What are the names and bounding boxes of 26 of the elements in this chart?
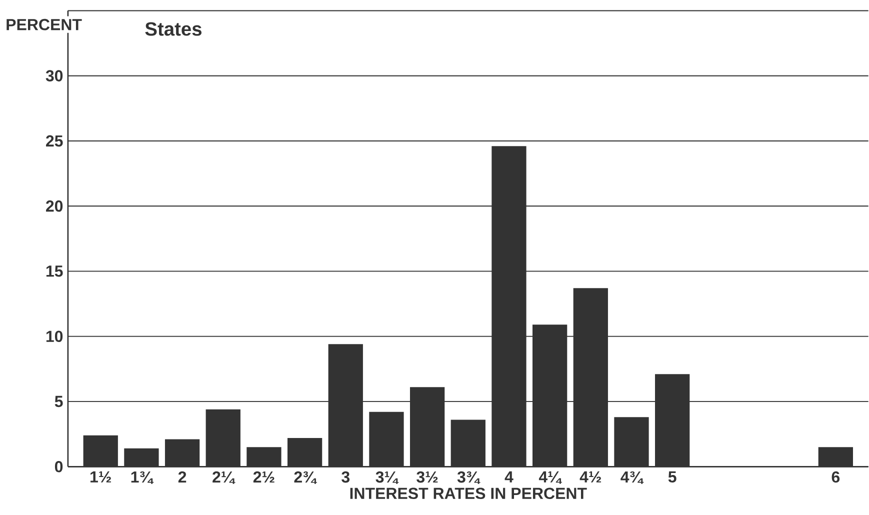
x-axis-title: INTEREST RATES IN PERCENT	[350, 488, 587, 500]
y-tick-label: 15	[46, 266, 63, 277]
y-tick-label: 5	[54, 396, 63, 408]
x-tick-label: 2½	[253, 472, 274, 483]
x-tick-label: 6	[832, 472, 840, 483]
x-tick-label: 2¾	[294, 472, 317, 484]
x-tick-label: 3¼	[376, 472, 399, 484]
x-tick-label: 3½	[416, 472, 438, 483]
y-axis-title: PERCENT	[6, 19, 82, 30]
chart-title: States	[145, 22, 202, 36]
x-tick-label: 3¾	[457, 472, 480, 484]
x-tick-label: 4½	[580, 472, 602, 483]
x-tick-label: 2¼	[212, 472, 236, 484]
x-tick-label: 4	[504, 472, 514, 483]
y-tick-label: 0	[54, 461, 63, 472]
y-tick-label: 30	[46, 70, 63, 82]
x-tick-label: 4¾	[620, 472, 644, 484]
x-tick-label: 4¼	[538, 472, 562, 484]
x-tick-label: 3	[342, 472, 350, 483]
x-tick-label: 1½	[90, 472, 111, 483]
x-tick-label: 5	[668, 472, 676, 483]
y-tick-label: 10	[46, 330, 63, 342]
y-tick-label: 20	[46, 200, 63, 212]
x-tick-label: 1¾	[131, 472, 154, 484]
y-tick-label: 25	[46, 135, 63, 147]
x-tick-label: 2	[178, 472, 186, 483]
